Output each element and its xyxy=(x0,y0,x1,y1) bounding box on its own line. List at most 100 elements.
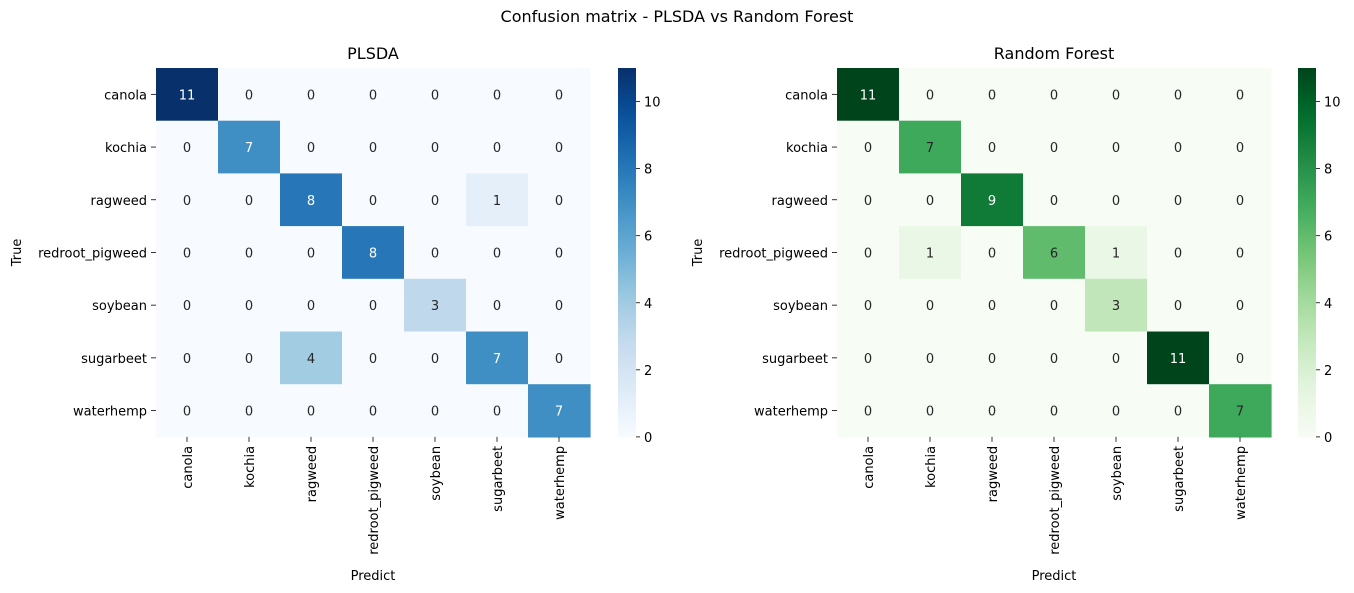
heatmap-cell xyxy=(1085,278,1148,333)
heatmap-cell xyxy=(961,173,1024,227)
heatmap-cell xyxy=(404,120,467,174)
cell-value-label: 0 xyxy=(307,405,315,420)
cell-value-label: 0 xyxy=(926,299,934,314)
heatmap-cell xyxy=(280,384,343,438)
cell-value-label: 0 xyxy=(1236,194,1244,209)
heatmap-cell xyxy=(280,278,343,333)
x-tick-label: sugarbeet xyxy=(491,446,506,512)
panel-title: Random Forest xyxy=(994,44,1114,63)
heatmap-cell xyxy=(837,226,900,280)
heatmap-cell xyxy=(528,226,591,280)
cell-value-label: 4 xyxy=(307,352,315,367)
colorbar-tick-label: 6 xyxy=(644,230,652,245)
heatmap-cell xyxy=(466,278,529,333)
colorbar-tick-label: 8 xyxy=(1324,163,1332,178)
heatmap-cell xyxy=(961,68,1024,122)
cell-value-label: 0 xyxy=(864,141,872,156)
cell-value-label: 0 xyxy=(1112,352,1120,367)
cell-value-label: 0 xyxy=(926,194,934,209)
x-axis-label: Predict xyxy=(1032,569,1077,584)
heatmap-cell xyxy=(1023,68,1086,122)
colorbar-tick-label: 10 xyxy=(644,96,661,111)
heatmap-cell xyxy=(1023,226,1086,280)
heatmap-cell xyxy=(899,278,962,333)
cell-value-label: 3 xyxy=(431,299,439,314)
cell-value-label: 0 xyxy=(988,299,996,314)
heatmap-cell xyxy=(342,384,405,438)
heatmap-cell xyxy=(1023,278,1086,333)
cell-value-label: 0 xyxy=(988,246,996,261)
cell-value-label: 0 xyxy=(369,352,377,367)
cell-value-label: 0 xyxy=(369,88,377,103)
cell-value-label: 0 xyxy=(988,352,996,367)
heatmap-cell xyxy=(1209,120,1272,174)
y-tick-label: soybean xyxy=(773,299,828,314)
cell-value-label: 0 xyxy=(1236,88,1244,103)
heatmap-cell xyxy=(342,173,405,227)
y-tick-label: ragweed xyxy=(91,194,147,209)
heatmap-cell xyxy=(156,278,219,333)
heatmap-cell xyxy=(156,384,219,438)
cell-value-label: 0 xyxy=(864,194,872,209)
colorbar xyxy=(618,68,636,437)
cell-value-label: 7 xyxy=(555,405,563,420)
cell-value-label: 0 xyxy=(1112,141,1120,156)
cell-value-label: 0 xyxy=(431,194,439,209)
colorbar-tick-label: 4 xyxy=(1324,297,1332,312)
heatmap-cell xyxy=(1085,68,1148,122)
colorbar-tick-label: 2 xyxy=(644,364,652,379)
heatmap-cell xyxy=(404,384,467,438)
heatmap-cell xyxy=(528,120,591,174)
colorbar-tick-label: 0 xyxy=(1324,431,1332,446)
heatmap-cell xyxy=(899,384,962,438)
heatmap-cell xyxy=(837,278,900,333)
heatmap-cell xyxy=(837,173,900,227)
cell-value-label: 0 xyxy=(307,299,315,314)
cell-value-label: 0 xyxy=(1174,405,1182,420)
heatmap-cell xyxy=(280,331,343,385)
cell-value-label: 0 xyxy=(864,405,872,420)
heatmap-cell xyxy=(466,120,529,174)
cell-value-label: 0 xyxy=(1050,352,1058,367)
cell-value-label: 0 xyxy=(245,299,253,314)
cell-value-label: 0 xyxy=(431,88,439,103)
heatmap-cell xyxy=(1209,278,1272,333)
y-tick-label: sugarbeet xyxy=(81,352,147,367)
cell-value-label: 0 xyxy=(1050,405,1058,420)
heatmap-cell xyxy=(1147,278,1210,333)
heatmap-cell xyxy=(528,331,591,385)
cell-value-label: 0 xyxy=(183,141,191,156)
cell-value-label: 11 xyxy=(179,88,196,103)
heatmap-cell xyxy=(961,120,1024,174)
heatmap-cell xyxy=(899,173,962,227)
x-tick-label: canola xyxy=(181,446,196,489)
colorbar-tick-label: 6 xyxy=(1324,230,1332,245)
heatmap-cell xyxy=(466,173,529,227)
cell-value-label: 0 xyxy=(555,299,563,314)
heatmap-cell xyxy=(218,173,281,227)
cell-value-label: 8 xyxy=(307,194,315,209)
heatmap-cell xyxy=(837,68,900,122)
heatmap-cell xyxy=(156,331,219,385)
cell-value-label: 0 xyxy=(555,194,563,209)
cell-value-label: 0 xyxy=(988,88,996,103)
heatmap-cell xyxy=(280,120,343,174)
heatmap-cell xyxy=(1023,120,1086,174)
heatmap-cell xyxy=(1085,120,1148,174)
cell-value-label: 0 xyxy=(245,405,253,420)
x-tick-label: waterhemp xyxy=(553,446,568,520)
heatmap-cell xyxy=(899,226,962,280)
cell-value-label: 0 xyxy=(988,141,996,156)
x-tick-label: redroot_pigweed xyxy=(1048,446,1063,555)
heatmap-cell xyxy=(1147,68,1210,122)
heatmap-cell xyxy=(156,120,219,174)
y-tick-label: waterhemp xyxy=(73,405,147,420)
cell-value-label: 0 xyxy=(1174,246,1182,261)
heatmap-cell xyxy=(1023,173,1086,227)
x-tick-label: ragweed xyxy=(986,446,1001,502)
cell-value-label: 0 xyxy=(369,299,377,314)
cell-value-label: 0 xyxy=(245,352,253,367)
heatmap-cell xyxy=(528,68,591,122)
y-tick-label: kochia xyxy=(105,141,147,156)
x-tick-label: redroot_pigweed xyxy=(367,446,382,555)
